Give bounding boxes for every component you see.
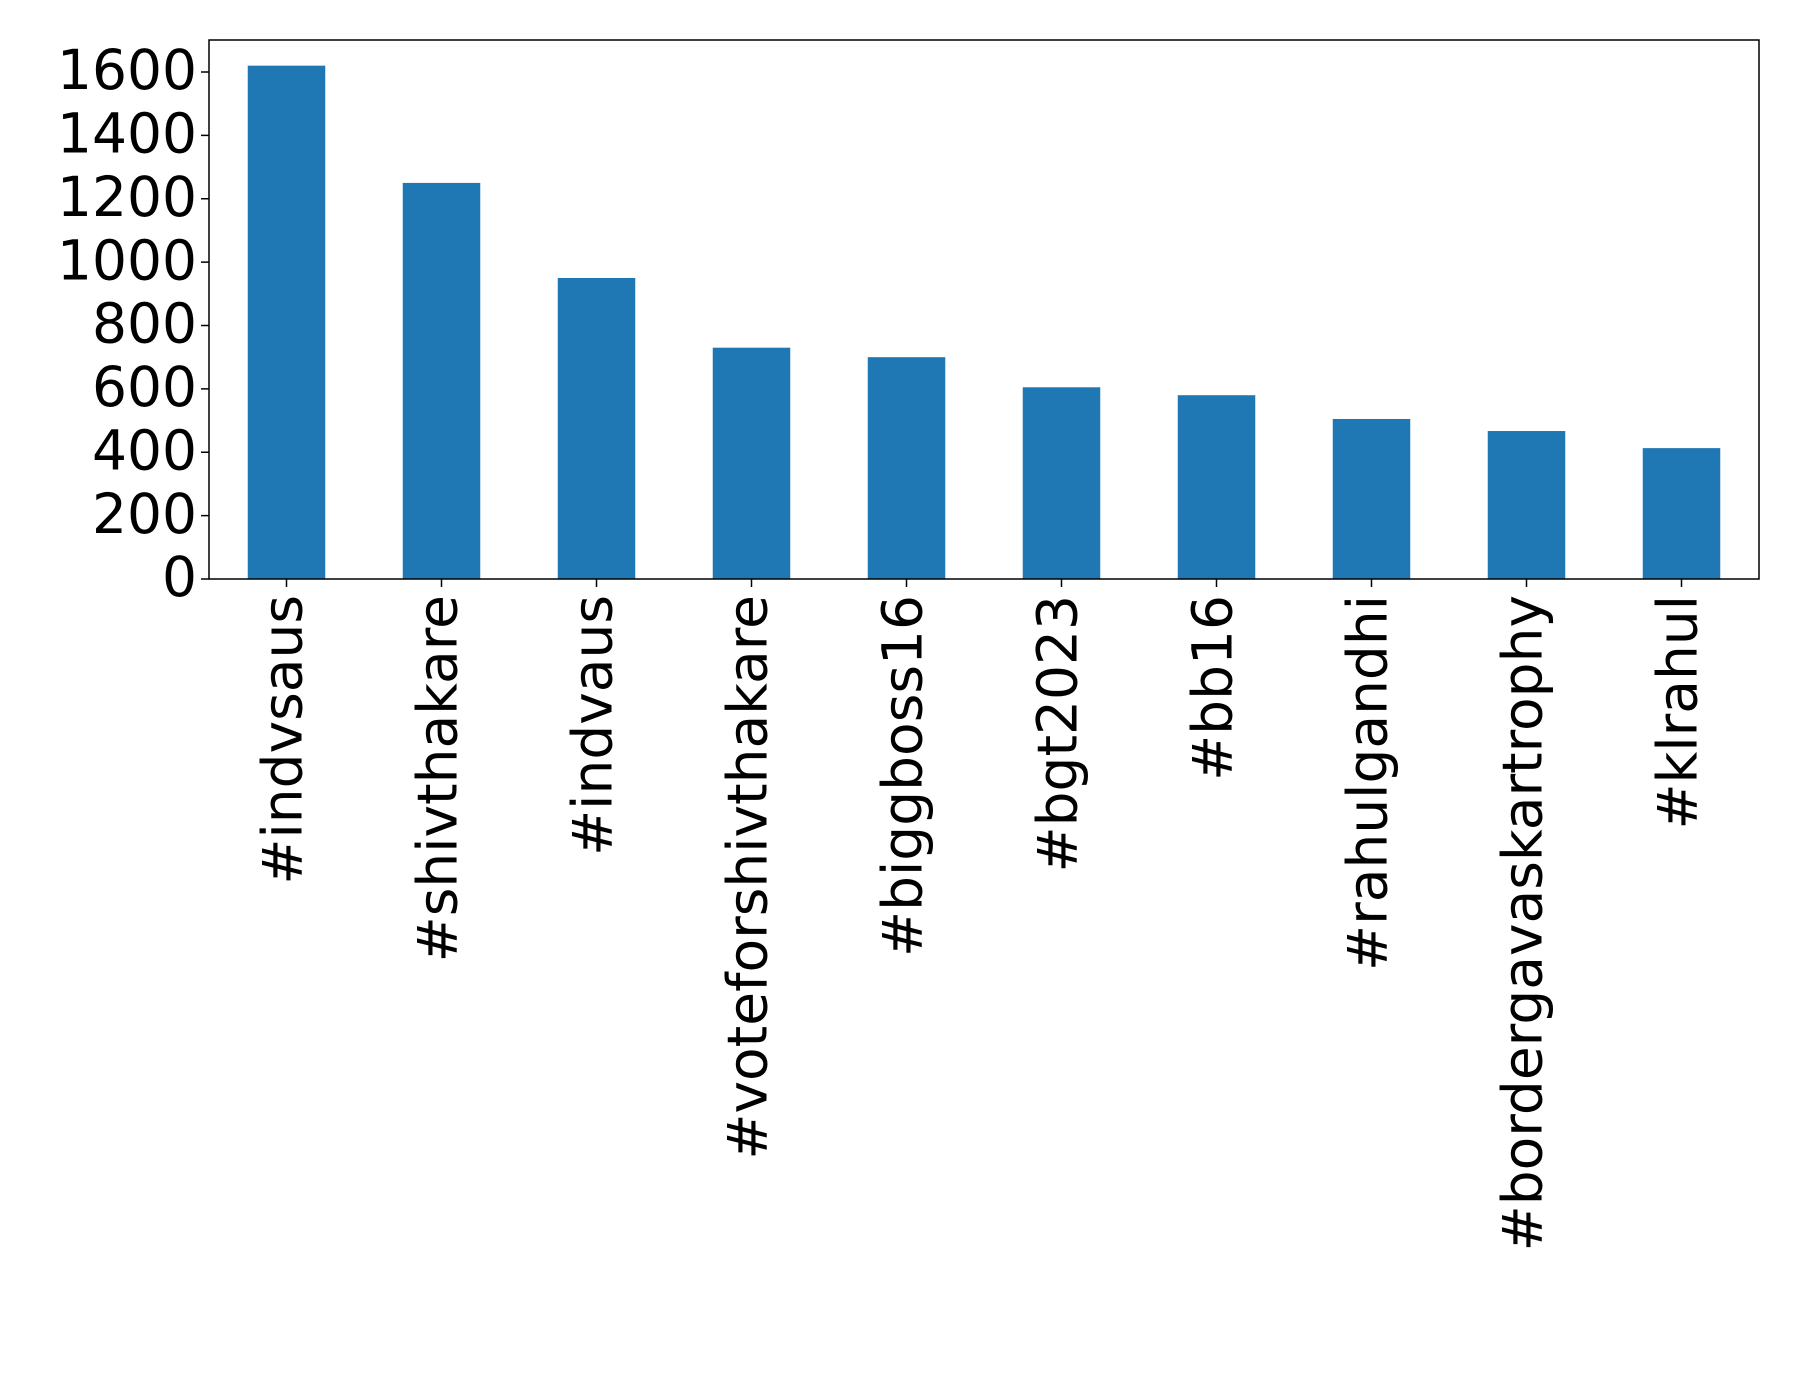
x-tick-label: #voteforshivthakare — [716, 595, 780, 1160]
bar — [1642, 448, 1721, 579]
y-tick-label: 200 — [92, 482, 197, 546]
x-tick-label: #rahulgandhi — [1336, 595, 1400, 971]
x-tick-label: #biggboss16 — [871, 595, 935, 957]
y-tick-label: 400 — [92, 418, 197, 482]
x-tick-label: #indvsaus — [251, 595, 315, 885]
x-tick-label: #bordergavaskartrophy — [1491, 595, 1555, 1251]
x-tick-label: #shivthakare — [406, 595, 470, 962]
plot-frame — [208, 39, 1760, 580]
bar — [402, 182, 481, 579]
y-tick-label: 1600 — [57, 38, 197, 102]
bar — [1177, 395, 1256, 579]
y-tick-label: 1400 — [57, 102, 197, 166]
x-tick-label: #bgt2023 — [1026, 595, 1090, 872]
bar — [557, 277, 636, 579]
y-tick-label: 800 — [92, 292, 197, 356]
bar — [1022, 387, 1101, 579]
x-tick-label: #bb16 — [1181, 595, 1245, 781]
y-tick-label: 600 — [92, 355, 197, 419]
bar — [247, 65, 326, 579]
y-tick-label: 1000 — [57, 228, 197, 292]
bar — [712, 347, 791, 579]
bar — [867, 357, 946, 579]
y-tick-label: 1200 — [57, 165, 197, 229]
y-tick-label: 0 — [162, 545, 197, 609]
x-tick-label: #indvaus — [561, 595, 625, 856]
bar — [1487, 431, 1566, 579]
x-tick-label: #klrahul — [1646, 595, 1710, 830]
bar — [1332, 418, 1411, 579]
